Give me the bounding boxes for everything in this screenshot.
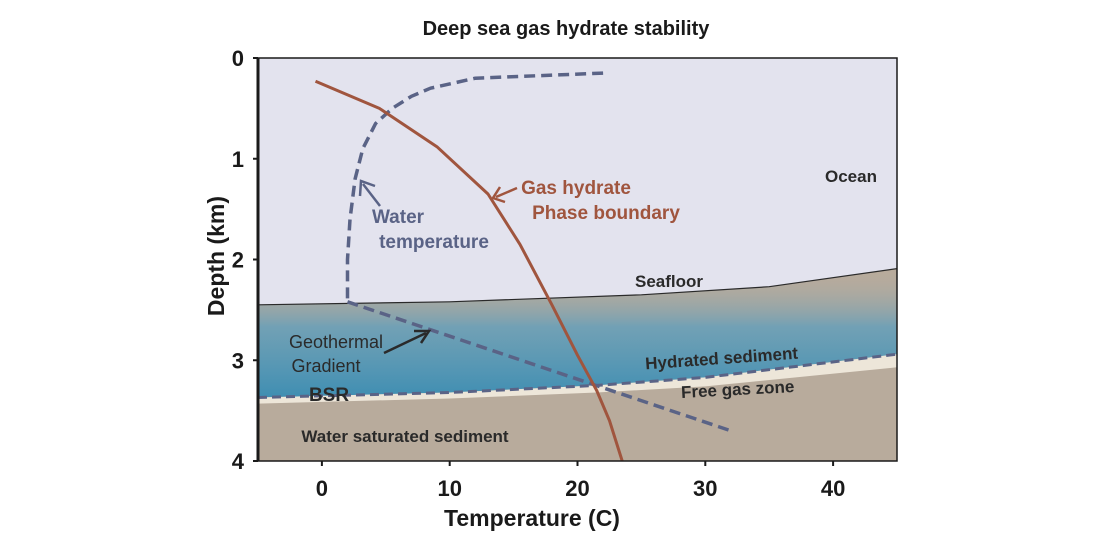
water-temperature-arrow-icon — [358, 179, 381, 207]
phase-boundary-arrow-icon — [491, 186, 518, 204]
seafloor-label: Seafloor — [635, 272, 703, 291]
phase-boundary-label-line1: Gas hydrate — [521, 178, 631, 199]
y-tick-label: 3 — [232, 348, 244, 373]
y-tick-label: 1 — [232, 147, 244, 172]
series-line-0 — [345, 71, 604, 302]
x-tick-label: 40 — [821, 476, 845, 501]
water-temperature-label-line2: temperature — [379, 232, 489, 253]
x-tick-label: 20 — [565, 476, 589, 501]
chart-title: Deep sea gas hydrate stability — [423, 18, 711, 40]
ocean-label: Ocean — [825, 167, 877, 186]
phase-boundary-label-line2: Phase boundary — [532, 203, 680, 224]
geothermal-gradient-arrow-icon — [383, 329, 432, 355]
seafloor-line — [258, 268, 897, 306]
free-gas-region — [258, 354, 897, 404]
x-axis-title: Temperature (C) — [444, 505, 620, 531]
series-line-2 — [314, 79, 624, 461]
x-tick-label: 0 — [316, 476, 328, 501]
bsr-label: BSR — [309, 385, 349, 406]
plot-regions — [258, 58, 897, 461]
y-tick-label: 0 — [232, 46, 244, 71]
x-tick-label: 10 — [437, 476, 461, 501]
y-axis-title: Depth (km) — [203, 196, 229, 316]
water-temperature-label-line1: Water — [372, 207, 425, 228]
series-layer — [314, 71, 732, 461]
y-tick-label: 4 — [232, 449, 245, 474]
hydrated-sediment-region — [258, 268, 897, 398]
geothermal-label-line2: Gradient — [291, 356, 360, 376]
x-tick-label: 30 — [693, 476, 717, 501]
water-saturated-label: Water saturated sediment — [301, 427, 509, 446]
geothermal-label-line1: Geothermal — [289, 332, 383, 352]
y-tick-label: 2 — [232, 248, 244, 273]
